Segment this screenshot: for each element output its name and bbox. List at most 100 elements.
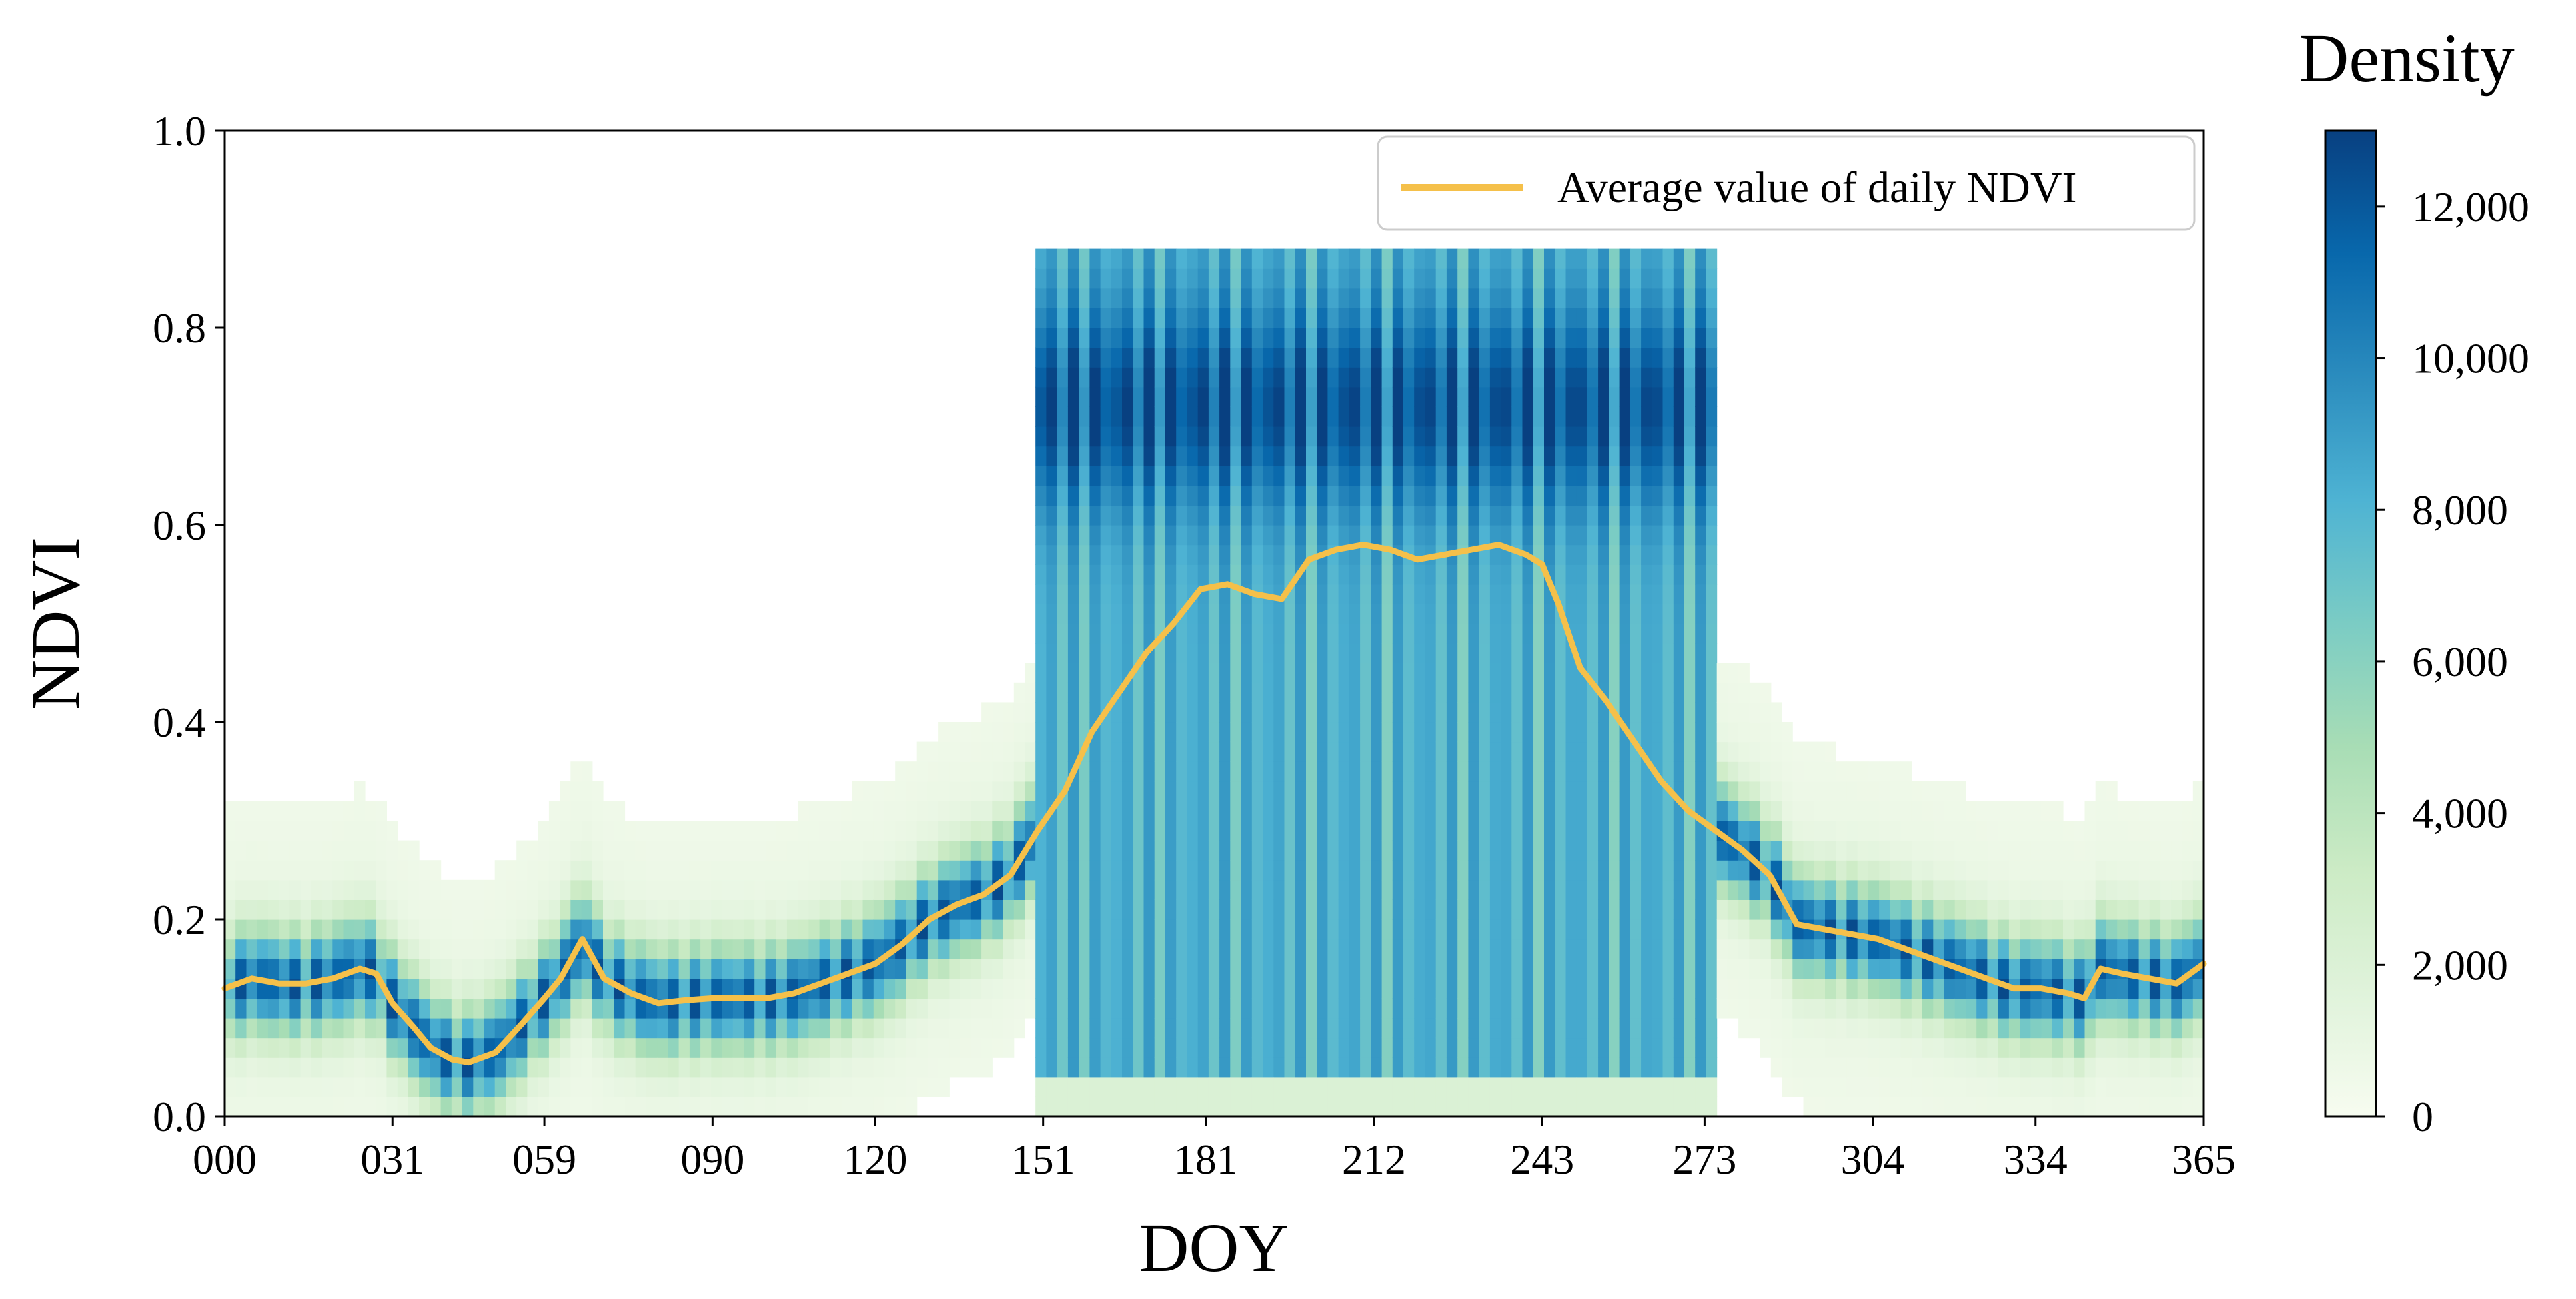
heatmap-cell xyxy=(1619,624,1631,644)
heatmap-cell xyxy=(1133,1096,1145,1116)
heatmap-cell xyxy=(1598,328,1609,348)
heatmap-cell xyxy=(1598,821,1609,841)
heatmap-cell xyxy=(981,919,993,940)
heatmap-cell xyxy=(354,899,366,920)
heatmap-cell xyxy=(1013,801,1025,821)
heatmap-cell xyxy=(1836,1018,1847,1039)
heatmap-cell xyxy=(1013,939,1025,959)
heatmap-cell xyxy=(1381,564,1393,585)
heatmap-cell xyxy=(1371,624,1383,644)
heatmap-cell xyxy=(1457,308,1469,328)
heatmap-cell xyxy=(1652,328,1664,348)
heatmap-cell xyxy=(1122,446,1133,466)
heatmap-cell xyxy=(2128,919,2140,940)
heatmap-cell xyxy=(1111,663,1123,683)
heatmap-cell xyxy=(1079,466,1090,486)
heatmap-cell xyxy=(1327,702,1339,723)
heatmap-cell xyxy=(1998,840,2010,861)
heatmap-cell xyxy=(1371,959,1383,979)
heatmap-cell xyxy=(2149,1057,2161,1078)
heatmap-cell xyxy=(2020,840,2031,861)
heatmap-cell xyxy=(1770,821,1782,841)
heatmap-cell xyxy=(1652,406,1664,427)
heatmap-cell xyxy=(1489,959,1501,979)
heatmap-cell xyxy=(1565,761,1577,782)
heatmap-cell xyxy=(1067,959,1079,979)
heatmap-cell xyxy=(1241,466,1253,486)
heatmap-cell xyxy=(1598,406,1609,427)
heatmap-cell xyxy=(1987,1077,1999,1097)
heatmap-cell xyxy=(1544,426,1555,447)
heatmap-cell xyxy=(1435,367,1447,388)
heatmap-cell xyxy=(1208,761,1220,782)
heatmap-cell xyxy=(1489,741,1501,762)
heatmap-cell xyxy=(776,879,788,900)
heatmap-cell xyxy=(473,1037,485,1058)
heatmap-cell xyxy=(1197,1057,1209,1078)
heatmap-cell xyxy=(1922,1037,1934,1058)
heatmap-cell xyxy=(1782,801,1793,821)
heatmap-cell xyxy=(1435,1057,1447,1078)
heatmap-cell xyxy=(1381,663,1393,683)
heatmap-cell xyxy=(603,860,614,881)
heatmap-cell xyxy=(1987,899,1999,920)
heatmap-cell xyxy=(300,919,312,940)
heatmap-cell xyxy=(1079,860,1090,881)
heatmap-cell xyxy=(2117,1037,2128,1058)
heatmap-cell xyxy=(1522,840,1534,861)
heatmap-cell xyxy=(1187,1096,1199,1116)
heatmap-cell xyxy=(960,741,971,762)
heatmap-cell xyxy=(1013,899,1025,920)
heatmap-cell xyxy=(830,801,842,821)
heatmap-cell xyxy=(916,978,928,999)
heatmap-cell xyxy=(1089,978,1101,999)
heatmap-cell xyxy=(1241,959,1253,979)
heatmap-cell xyxy=(1154,801,1166,821)
heatmap-cell xyxy=(1241,525,1253,546)
heatmap-cell xyxy=(1187,446,1199,466)
heatmap-cell xyxy=(1263,544,1274,565)
heatmap-cell xyxy=(1576,939,1588,959)
heatmap-cell xyxy=(419,1077,430,1097)
heatmap-cell xyxy=(1251,446,1263,466)
heatmap-cell xyxy=(386,959,398,979)
heatmap-cell xyxy=(1230,998,1242,1019)
heatmap-cell xyxy=(1273,544,1285,565)
heatmap-cell xyxy=(1630,860,1642,881)
heatmap-cell xyxy=(376,1077,387,1097)
heatmap-cell xyxy=(1446,860,1458,881)
heatmap-cell xyxy=(1122,248,1133,269)
heatmap-cell xyxy=(1673,840,1685,861)
heatmap-cell xyxy=(1251,328,1263,348)
heatmap-cell xyxy=(279,939,290,959)
heatmap-cell xyxy=(1825,978,1836,999)
heatmap-cell xyxy=(2052,899,2064,920)
heatmap-cell xyxy=(1770,1037,1782,1058)
heatmap-cell xyxy=(1770,722,1782,743)
heatmap-cell xyxy=(981,998,993,1019)
heatmap-cell xyxy=(279,998,290,1019)
heatmap-cell xyxy=(776,899,788,920)
heatmap-cell xyxy=(614,899,626,920)
heatmap-cell xyxy=(1727,860,1739,881)
heatmap-cell xyxy=(1327,604,1339,624)
heatmap-cell xyxy=(1263,741,1274,762)
heatmap-cell xyxy=(1111,643,1123,663)
heatmap-cell xyxy=(1057,466,1069,486)
heatmap-cell xyxy=(354,801,366,821)
heatmap-cell xyxy=(1555,781,1566,801)
heatmap-cell xyxy=(1954,1096,1966,1116)
heatmap-cell xyxy=(1565,978,1577,999)
heatmap-cell xyxy=(949,821,961,841)
heatmap-cell xyxy=(1457,840,1469,861)
heatmap-cell xyxy=(332,899,344,920)
heatmap-cell xyxy=(1609,525,1620,546)
heatmap-cell xyxy=(884,781,896,801)
heatmap-cell xyxy=(1695,505,1706,526)
heatmap-cell xyxy=(830,1018,842,1039)
heatmap-cell xyxy=(1522,367,1534,388)
heatmap-cell xyxy=(581,761,593,782)
heatmap-cell xyxy=(852,1077,864,1097)
heatmap-cell xyxy=(689,821,701,841)
heatmap-cell xyxy=(1079,485,1090,506)
